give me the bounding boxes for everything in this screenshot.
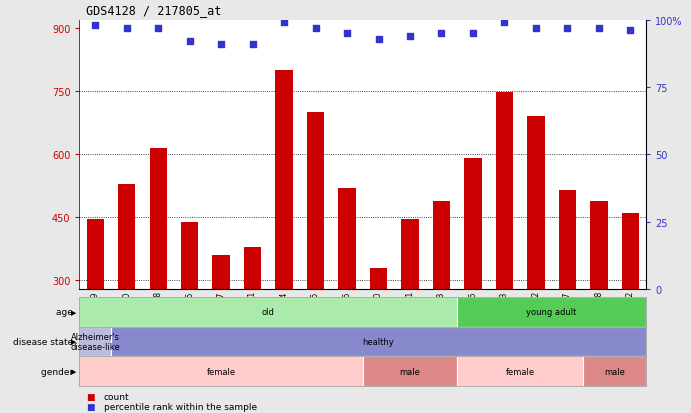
Text: female: female — [207, 367, 236, 376]
Text: count: count — [104, 392, 129, 401]
Point — [499, 20, 510, 26]
Point — [247, 41, 258, 48]
Bar — [86, 219, 104, 289]
Bar — [149, 149, 167, 289]
Bar — [118, 184, 135, 289]
Text: male: male — [604, 367, 625, 376]
Text: ■: ■ — [86, 392, 95, 401]
Text: gender: gender — [41, 367, 76, 376]
Point — [341, 31, 352, 37]
Text: age: age — [56, 308, 76, 317]
Bar — [244, 247, 261, 289]
Text: young adult: young adult — [527, 308, 577, 317]
Bar — [212, 256, 230, 289]
Text: male: male — [399, 367, 420, 376]
Bar — [527, 117, 545, 289]
Bar — [590, 201, 607, 289]
Bar — [464, 159, 482, 289]
Point — [562, 26, 573, 32]
Point — [278, 20, 290, 26]
Text: female: female — [506, 367, 535, 376]
Bar — [622, 214, 639, 289]
Text: ▶: ▶ — [70, 368, 76, 374]
Bar — [276, 71, 293, 289]
Point — [531, 26, 542, 32]
Point — [404, 33, 415, 40]
Text: disease state: disease state — [13, 337, 76, 346]
Bar — [559, 190, 576, 289]
Text: ▶: ▶ — [70, 309, 76, 315]
Point — [184, 39, 195, 45]
Text: old: old — [262, 308, 275, 317]
Bar — [401, 219, 419, 289]
Point — [153, 26, 164, 32]
Point — [467, 31, 478, 37]
Bar — [181, 222, 198, 289]
Bar — [433, 201, 450, 289]
Point — [373, 36, 384, 43]
Point — [90, 23, 101, 29]
Point — [310, 26, 321, 32]
Point — [216, 41, 227, 48]
Bar — [370, 268, 387, 289]
Text: Alzheimer's
disease-like: Alzheimer's disease-like — [70, 332, 120, 351]
Text: ■: ■ — [86, 402, 95, 411]
Text: ▶: ▶ — [70, 339, 76, 345]
Point — [436, 31, 447, 37]
Text: percentile rank within the sample: percentile rank within the sample — [104, 402, 257, 411]
Text: healthy: healthy — [363, 337, 395, 346]
Bar — [339, 188, 356, 289]
Bar — [307, 113, 324, 289]
Point — [121, 26, 132, 32]
Text: GDS4128 / 217805_at: GDS4128 / 217805_at — [86, 4, 222, 17]
Bar — [495, 93, 513, 289]
Point — [594, 26, 605, 32]
Point — [625, 28, 636, 35]
